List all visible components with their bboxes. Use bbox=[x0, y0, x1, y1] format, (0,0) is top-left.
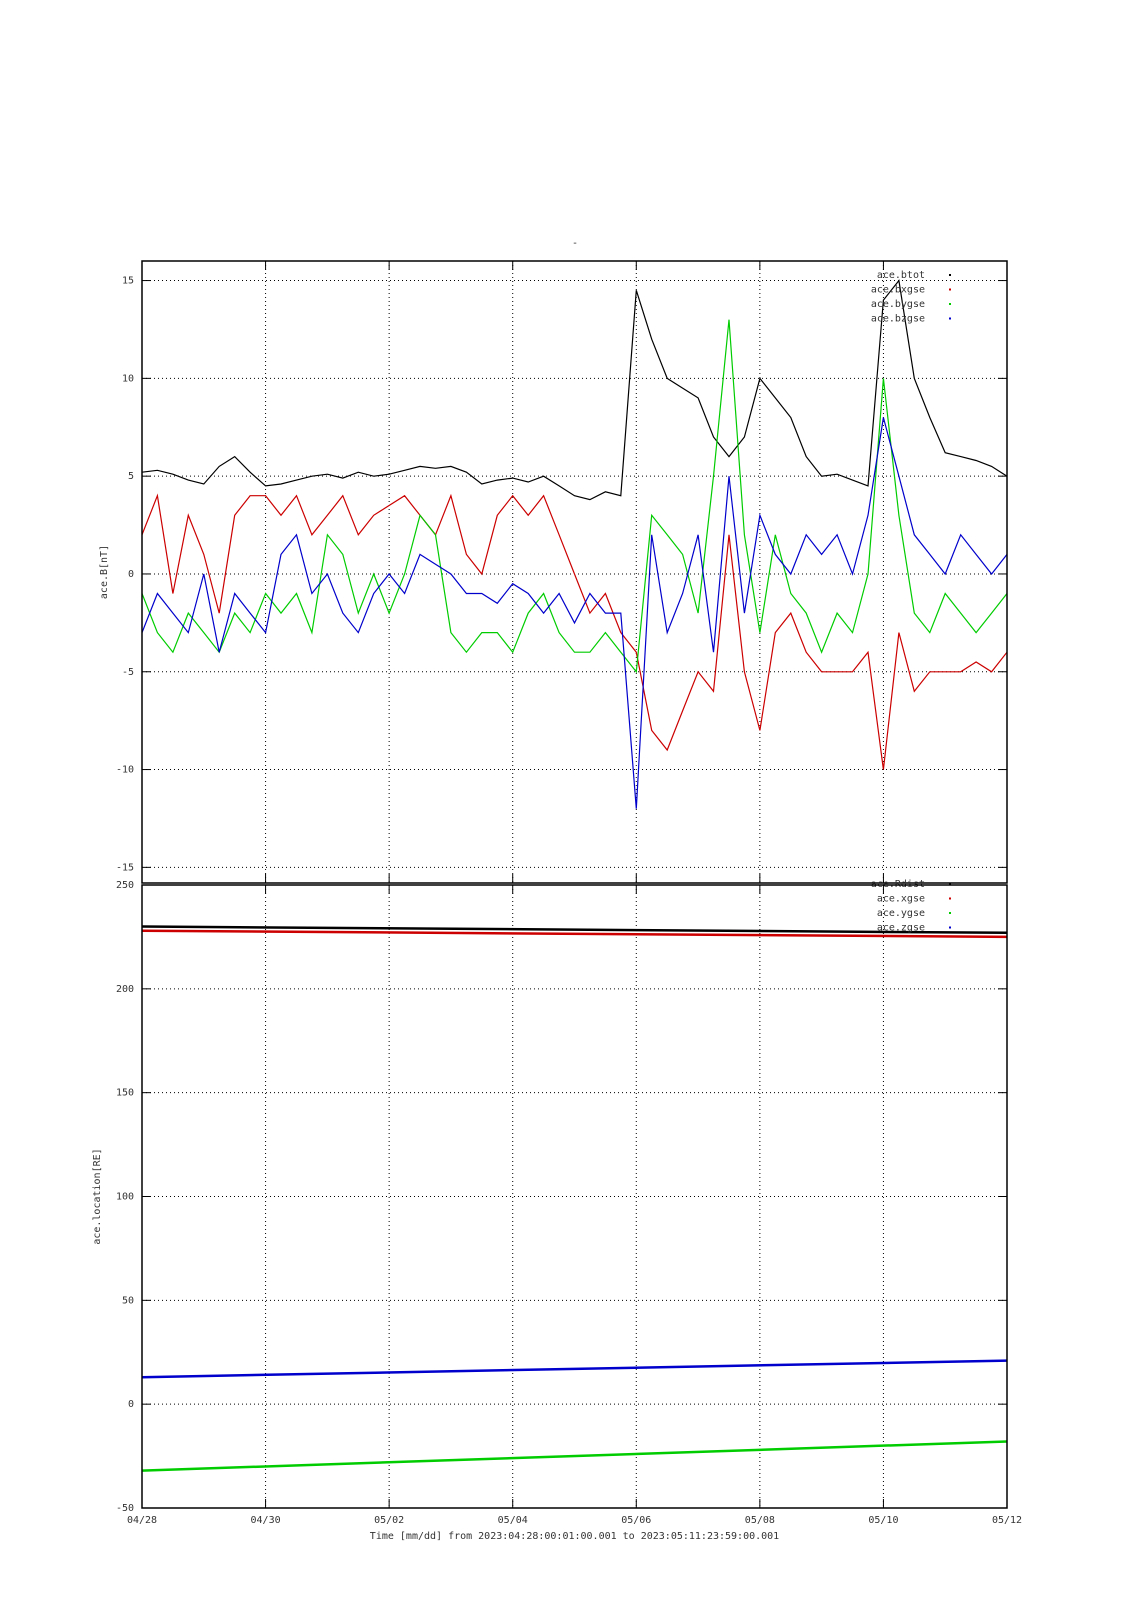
x-tick-label: 05/10 bbox=[868, 1515, 898, 1526]
y-tick-label: 0 bbox=[128, 1399, 134, 1410]
legend-marker bbox=[949, 288, 951, 291]
y-tick-label: 250 bbox=[116, 880, 134, 891]
legend-marker bbox=[949, 897, 951, 900]
legend-marker bbox=[949, 912, 951, 914]
x-tick-label: 05/06 bbox=[621, 1515, 651, 1526]
y-tick-label: 5 bbox=[128, 471, 134, 482]
y-tick-label: -5 bbox=[122, 667, 134, 678]
y-tick-label: 0 bbox=[128, 569, 134, 580]
x-tick-label: 04/28 bbox=[127, 1515, 157, 1526]
y-tick-label: -15 bbox=[116, 862, 134, 873]
legend-marker bbox=[949, 274, 951, 276]
legend-marker bbox=[949, 317, 951, 320]
series-line bbox=[142, 925, 1007, 935]
y-axis-label: ace.B[nT] bbox=[99, 545, 110, 599]
legend-label: ace.xgse bbox=[877, 894, 925, 905]
series-line bbox=[142, 417, 1007, 809]
series-line bbox=[142, 319, 1007, 674]
series-line bbox=[142, 1359, 1007, 1379]
series-line bbox=[142, 279, 1007, 501]
legend-label: ace.btot bbox=[877, 270, 925, 281]
legend-marker bbox=[949, 883, 951, 885]
series-line bbox=[142, 1440, 1007, 1472]
series-line bbox=[142, 929, 1007, 939]
legend-label: ace.zgse bbox=[877, 923, 925, 934]
x-tick-label: 05/12 bbox=[992, 1515, 1022, 1526]
y-tick-label: 15 bbox=[122, 276, 134, 287]
y-axis-label: ace.location[RE] bbox=[92, 1148, 103, 1244]
y-tick-label: -10 bbox=[116, 765, 134, 776]
y-tick-label: 10 bbox=[122, 373, 134, 384]
x-tick-label: 05/04 bbox=[498, 1515, 528, 1526]
legend-label: ace.bygse bbox=[871, 299, 925, 310]
legend-label: ace.bzgse bbox=[871, 314, 925, 325]
x-axis-label: Time [mm/dd] from 2023:04:28:00:01:00.00… bbox=[370, 1531, 779, 1542]
y-tick-label: 50 bbox=[122, 1295, 134, 1306]
legend-label: ace.bxgse bbox=[871, 285, 925, 296]
legend-label: ace.ygse bbox=[877, 908, 925, 919]
plot-frame bbox=[141, 884, 1008, 1509]
legend-marker bbox=[949, 926, 951, 929]
x-tick-label: 05/02 bbox=[374, 1515, 404, 1526]
y-tick-label: 200 bbox=[116, 984, 134, 995]
x-tick-label: 04/30 bbox=[251, 1515, 281, 1526]
series-line bbox=[142, 493, 1007, 770]
y-tick-label: -50 bbox=[116, 1503, 134, 1514]
legend-marker bbox=[949, 303, 951, 305]
plot-frame bbox=[141, 260, 1008, 884]
y-tick-label: 100 bbox=[116, 1192, 134, 1203]
chart-title: - bbox=[572, 238, 578, 249]
y-tick-label: 150 bbox=[116, 1088, 134, 1099]
x-tick-label: 05/08 bbox=[745, 1515, 775, 1526]
